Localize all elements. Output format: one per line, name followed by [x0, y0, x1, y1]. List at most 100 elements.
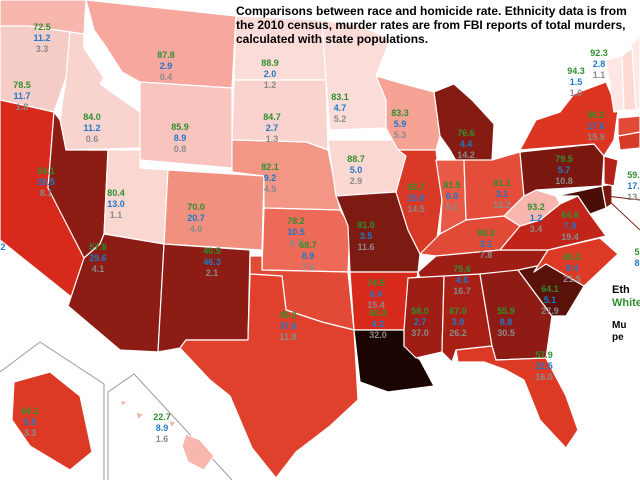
- label-tn-hispanic-pct: 4.6: [456, 275, 469, 285]
- label-nd-hispanic-pct: 2.0: [264, 69, 277, 79]
- label-edge-murder-rate: 13.7: [627, 192, 640, 202]
- label-tx-murder-rate: 11.8: [279, 332, 296, 342]
- label-id-murder-rate: 0.6: [86, 134, 99, 144]
- label-ne-hispanic-pct: 9.2: [264, 173, 277, 183]
- label-edge-white-pct: 59.3: [627, 170, 640, 180]
- label-mi-white-pct: 76.6: [457, 128, 475, 138]
- label-nm-murder-rate: 2.1: [206, 268, 219, 278]
- label-ok-murder-rate: 7.4: [302, 262, 315, 272]
- state-value-labels: 72.511.23.378.511.71.884.011.20.687.82.9…: [0, 22, 640, 444]
- label-ny-white-pct: 58.3: [587, 110, 605, 120]
- label-sc-murder-rate: 27.9: [541, 306, 559, 316]
- inset-alaska-frame: [0, 341, 105, 480]
- state-iowa: [327, 139, 407, 197]
- legend-line-2: White,: [612, 297, 640, 309]
- label-vt-murder-rate: 1.0: [570, 88, 583, 98]
- label-ny-hispanic-pct: 17.6: [587, 121, 605, 131]
- label-nm-hispanic-pct: 46.3: [203, 257, 221, 267]
- label-pa-white-pct: 79.5: [555, 154, 573, 164]
- label-ia-white-pct: 88.7: [347, 154, 365, 164]
- label-co-murder-rate: 4.0: [190, 224, 203, 234]
- label-me-murder-rate: 1.1: [593, 70, 606, 80]
- label-ok-hispanic-pct: 8.9: [302, 251, 315, 261]
- label-tn-white-pct: 75.6: [453, 264, 471, 274]
- label-ar-murder-rate: 15.4: [367, 300, 385, 310]
- state-massachusetts: [617, 115, 640, 137]
- label-ar-white-pct: 74.5: [367, 278, 385, 288]
- label-mo-murder-rate: 11.6: [357, 242, 374, 252]
- label-ia-murder-rate: 2.9: [350, 176, 363, 186]
- map-caption: Comparisons between race and homicide ra…: [236, 4, 627, 46]
- label-wv-white-pct: 93.2: [527, 202, 545, 212]
- label-tx-white-pct: 45.3: [279, 310, 297, 320]
- label-co-white-pct: 70.0: [187, 202, 205, 212]
- label-mt-murder-rate: 0.4: [160, 72, 173, 82]
- label-vt-hispanic-pct: 1.5: [570, 77, 583, 87]
- label-ms-murder-rate: 37.0: [411, 328, 429, 338]
- state-maine: [629, 35, 640, 111]
- label-pa-hispanic-pct: 5.7: [558, 165, 571, 175]
- label-hi-white-pct: 22.7: [153, 412, 171, 422]
- label-hi-hispanic-pct: 8.9: [156, 423, 169, 433]
- label-ky-hispanic-pct: 3.1: [480, 239, 493, 249]
- label-il-murder-rate: 14.5: [407, 204, 425, 214]
- label-sc-white-pct: 64.1: [541, 284, 559, 294]
- label-ne-white-pct: 82.1: [261, 162, 279, 172]
- label-va-hispanic-pct: 7.9: [564, 221, 577, 231]
- label-nv-white-pct: 54.1: [37, 166, 55, 176]
- legend-fragment-2: Mu pe: [612, 320, 626, 344]
- state-alaska: [11, 371, 93, 471]
- callout-lines: [605, 195, 640, 231]
- label-mt-white-pct: 87.8: [157, 50, 175, 60]
- legend-line-3: Mu: [612, 320, 627, 331]
- label-md-hispanic-pct: 8: [634, 258, 639, 268]
- label-va-murder-rate: 19.4: [561, 232, 579, 242]
- label-al-white-pct: 67.0: [449, 306, 467, 316]
- label-ak-murder-rate: 3.3: [24, 428, 37, 438]
- label-edge-hispanic-pct: 17.7: [627, 181, 640, 191]
- label-ia-hispanic-pct: 5.0: [350, 165, 363, 175]
- label-ut-white-pct: 80.4: [107, 188, 125, 198]
- label-wa-murder-rate: 3.3: [36, 44, 49, 54]
- label-nc-hispanic-pct: 8.4: [566, 263, 579, 273]
- label-wv-murder-rate: 3.4: [530, 224, 543, 234]
- label-md-white-pct: 5: [634, 247, 639, 257]
- label-sd-murder-rate: 1.3: [266, 134, 279, 144]
- label-va-white-pct: 64.8: [561, 210, 579, 220]
- label-ms-white-pct: 58.0: [411, 306, 429, 316]
- label-nc-murder-rate: 21.5: [563, 274, 581, 284]
- label-me-hispanic-pct: 2.8: [593, 59, 606, 69]
- inset-hawaii-frame: [107, 373, 233, 480]
- label-pa-murder-rate: 10.8: [555, 176, 573, 186]
- label-tn-murder-rate: 16.7: [453, 286, 471, 296]
- label-mn-murder-rate: 5.2: [334, 114, 347, 124]
- label-or-hispanic-pct: 11.7: [13, 91, 30, 101]
- label-nd-white-pct: 88.9: [261, 58, 279, 68]
- state-hawaii: [119, 399, 215, 471]
- label-wa-hispanic-pct: 11.2: [33, 33, 50, 43]
- label-ne-murder-rate: 4.5: [264, 184, 277, 194]
- state-new-jersey: [603, 155, 619, 187]
- label-wy-white-pct: 85.9: [171, 122, 189, 132]
- label-oh-white-pct: 81.1: [493, 178, 511, 188]
- label-ut-hispanic-pct: 13.0: [107, 199, 125, 209]
- label-la-murder-rate: 32.0: [369, 330, 387, 340]
- label-nd-murder-rate: 1.2: [264, 80, 277, 90]
- label-ks-hispanic-pct: 10.5: [287, 227, 305, 237]
- label-wi-white-pct: 83.3: [391, 108, 409, 118]
- label-nm-white-pct: 40.5: [203, 246, 221, 256]
- label-or-murder-rate: 1.8: [16, 102, 29, 112]
- label-mn-white-pct: 83.1: [331, 92, 349, 102]
- label-ks-white-pct: 78.2: [287, 216, 305, 226]
- label-ga-murder-rate: 30.5: [497, 328, 515, 338]
- state-texas: [179, 273, 359, 479]
- label-ca-fragment: 2: [0, 242, 5, 252]
- label-id-white-pct: 84.0: [83, 112, 101, 122]
- label-ak-white-pct: 64.1: [21, 406, 39, 416]
- label-mo-hispanic-pct: 3.5: [360, 231, 373, 241]
- label-me-white-pct: 92.3: [590, 48, 608, 58]
- label-in-murder-rate: 8.1: [446, 202, 459, 212]
- state-maryland: [555, 185, 607, 215]
- label-hi-murder-rate: 1.6: [156, 434, 169, 444]
